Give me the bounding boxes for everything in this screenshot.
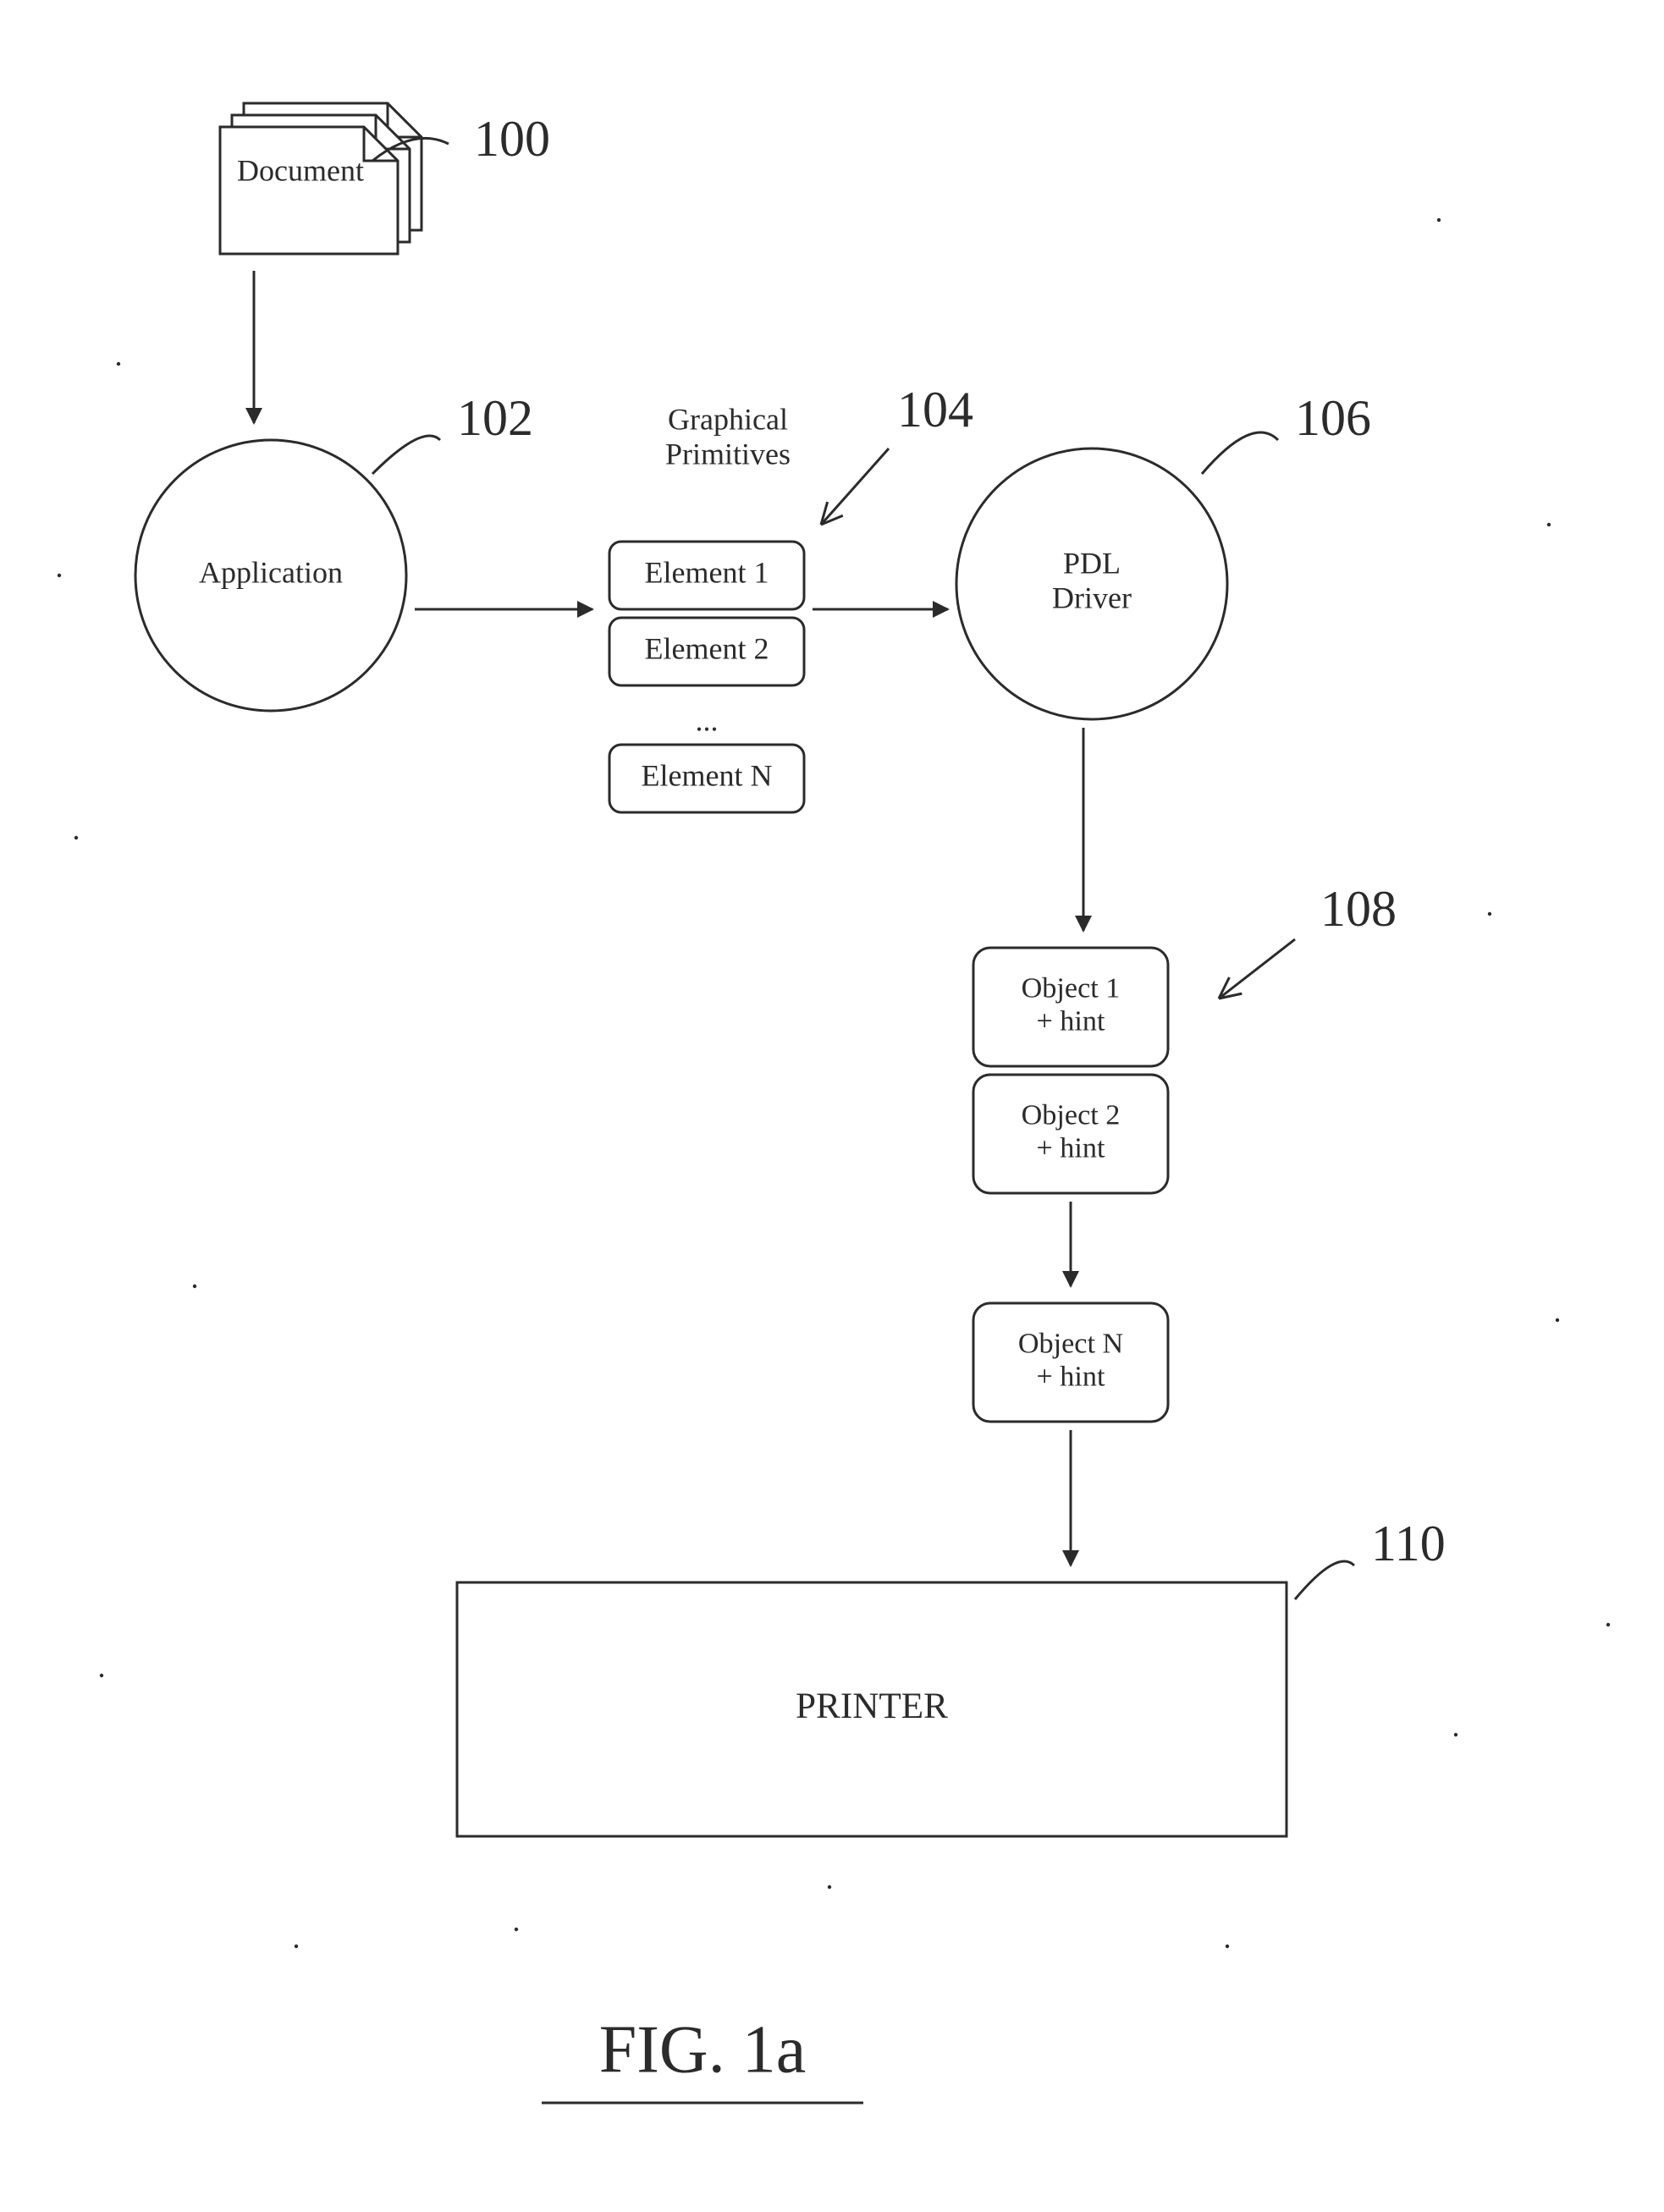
svg-text:110: 110 bbox=[1371, 1516, 1446, 1571]
svg-text:Document: Document bbox=[237, 153, 364, 187]
svg-text:106: 106 bbox=[1295, 390, 1371, 446]
svg-text:Element 2: Element 2 bbox=[645, 631, 769, 665]
svg-text:Object 1+ hint: Object 1+ hint bbox=[1022, 972, 1121, 1037]
svg-text:104: 104 bbox=[897, 382, 973, 437]
svg-text:102: 102 bbox=[457, 390, 533, 446]
svg-text:PDLDriver: PDLDriver bbox=[1052, 547, 1132, 615]
svg-text:100: 100 bbox=[474, 111, 550, 167]
svg-text:108: 108 bbox=[1320, 881, 1397, 937]
svg-text:Element N: Element N bbox=[642, 758, 773, 792]
svg-text:FIG. 1a: FIG. 1a bbox=[599, 2012, 806, 2087]
svg-text:Object N+ hint: Object N+ hint bbox=[1018, 1328, 1123, 1392]
svg-text:GraphicalPrimitives: GraphicalPrimitives bbox=[665, 403, 791, 471]
svg-text:Application: Application bbox=[199, 555, 343, 589]
svg-text:...: ... bbox=[696, 703, 719, 737]
svg-text:Object 2+ hint: Object 2+ hint bbox=[1022, 1099, 1121, 1164]
svg-text:PRINTER: PRINTER bbox=[796, 1687, 948, 1726]
svg-text:Element 1: Element 1 bbox=[645, 555, 769, 589]
